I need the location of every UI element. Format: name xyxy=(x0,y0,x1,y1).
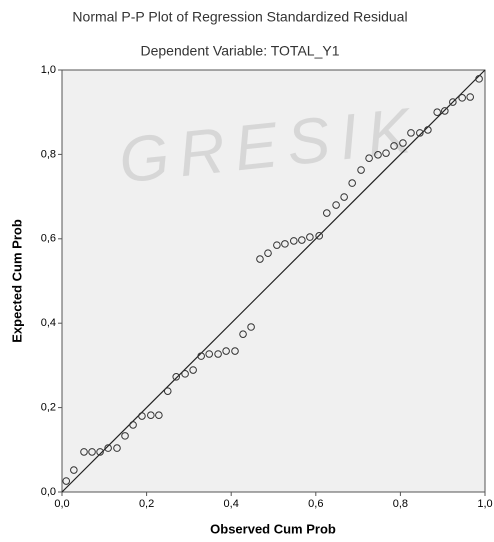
x-tick-label: 0,0 xyxy=(54,498,69,510)
y-tick-label: 0,2 xyxy=(41,402,56,414)
x-tick-label: 1,0 xyxy=(477,498,492,510)
y-axis-label: Expected Cum Prob xyxy=(9,219,24,343)
x-tick-label: 0,8 xyxy=(393,498,408,510)
y-tick-label: 0,0 xyxy=(41,486,56,498)
chart: Normal P-P Plot of Regression Standardiz… xyxy=(0,0,494,542)
x-tick-label: 0,2 xyxy=(139,498,154,510)
x-tick-label: 0,6 xyxy=(308,498,323,510)
y-tick-label: 0,6 xyxy=(41,233,56,245)
y-tick-label: 0,4 xyxy=(41,317,56,329)
x-axis-label: Observed Cum Prob xyxy=(210,521,336,536)
y-tick-label: 1,0 xyxy=(41,64,56,76)
y-tick-label: 0,8 xyxy=(41,148,56,160)
x-tick-label: 0,4 xyxy=(224,498,239,510)
chart-subtitle: Dependent Variable: TOTAL_Y1 xyxy=(141,43,340,59)
chart-title: Normal P-P Plot of Regression Standardiz… xyxy=(72,9,407,25)
